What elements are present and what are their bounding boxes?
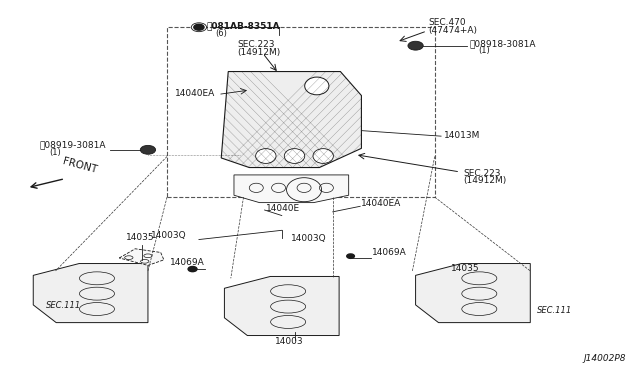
Circle shape	[194, 24, 204, 30]
Text: (6): (6)	[215, 29, 227, 38]
Text: 14040EA: 14040EA	[362, 199, 402, 208]
Text: SEC.470: SEC.470	[428, 18, 466, 28]
Polygon shape	[234, 175, 349, 203]
Ellipse shape	[305, 77, 329, 95]
Polygon shape	[119, 249, 164, 265]
Polygon shape	[225, 276, 339, 336]
Ellipse shape	[313, 149, 333, 163]
Text: FRONT: FRONT	[62, 156, 99, 175]
Text: J14002P8: J14002P8	[584, 354, 626, 363]
Circle shape	[347, 254, 355, 259]
Text: SEC.223: SEC.223	[463, 169, 501, 177]
Text: 14003Q: 14003Q	[150, 231, 186, 240]
Ellipse shape	[255, 149, 276, 163]
Text: Ⓚ08918-3081A: Ⓚ08918-3081A	[470, 39, 536, 48]
Text: Ⓚ08919-3081A: Ⓚ08919-3081A	[40, 140, 106, 149]
Text: 14035: 14035	[451, 264, 479, 273]
Text: SEC.111: SEC.111	[537, 307, 572, 315]
Text: 14040E: 14040E	[266, 204, 300, 213]
Ellipse shape	[284, 149, 305, 163]
Polygon shape	[33, 263, 148, 323]
Text: 14069A: 14069A	[170, 259, 205, 267]
Circle shape	[140, 145, 156, 154]
Polygon shape	[415, 263, 531, 323]
Circle shape	[191, 23, 207, 32]
Text: (1): (1)	[49, 148, 61, 157]
Text: (14912M): (14912M)	[463, 176, 507, 185]
Circle shape	[188, 266, 197, 272]
Text: (1): (1)	[478, 46, 490, 55]
Text: 14069A: 14069A	[372, 248, 407, 257]
Text: (14912M): (14912M)	[237, 48, 280, 57]
Circle shape	[408, 41, 423, 50]
Text: 14003: 14003	[275, 337, 304, 346]
Text: 14040EA: 14040EA	[175, 89, 215, 97]
Text: (47474+A): (47474+A)	[428, 26, 477, 35]
Text: SEC.223: SEC.223	[237, 41, 275, 49]
Text: SEC.111: SEC.111	[46, 301, 81, 310]
Text: Ⓑ081AB-8351A: Ⓑ081AB-8351A	[207, 21, 280, 30]
Circle shape	[194, 24, 204, 30]
Text: 14013M: 14013M	[444, 131, 481, 140]
Polygon shape	[221, 71, 362, 167]
Text: 14003Q: 14003Q	[291, 234, 327, 243]
Text: 14035: 14035	[125, 232, 154, 241]
Bar	[167, 27, 435, 197]
